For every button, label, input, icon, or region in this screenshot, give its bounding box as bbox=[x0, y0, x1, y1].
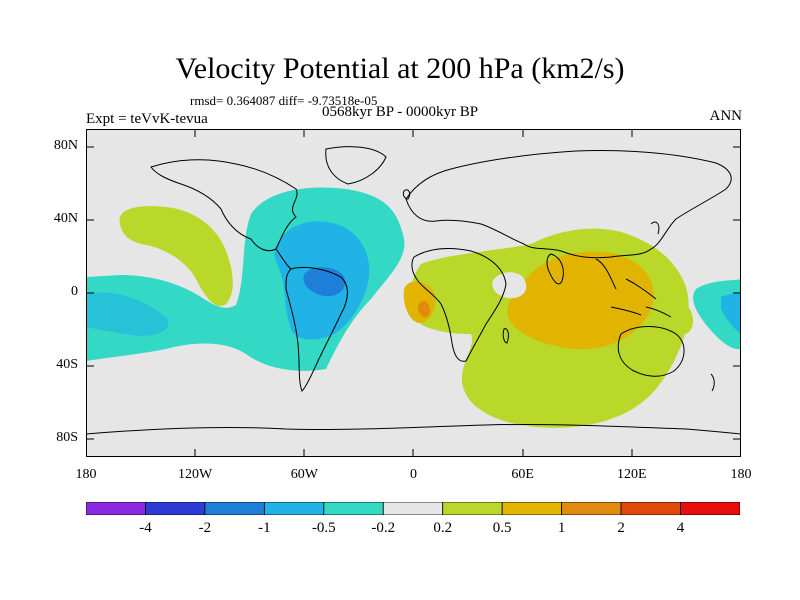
colorbar-swatch bbox=[145, 502, 206, 515]
y-tick-label: 80S bbox=[56, 430, 78, 445]
colorbar-tick-label: -4 bbox=[139, 520, 152, 536]
colorbar-swatch bbox=[561, 502, 622, 515]
colorbar-tick-label: 1 bbox=[557, 520, 566, 536]
contour-neg-0p5-pacific bbox=[86, 292, 169, 336]
colorbar-tick-label: 0.5 bbox=[492, 520, 512, 536]
contour-neg-0p2-arabian-hole bbox=[492, 272, 527, 299]
coast-australia bbox=[617, 326, 685, 377]
contour-pos-0p2-westpacific-tail bbox=[668, 303, 694, 335]
coast-antarctica bbox=[86, 423, 741, 435]
coast-south-america bbox=[285, 266, 348, 392]
colorbar-tick-label: -0.5 bbox=[311, 520, 336, 536]
plot-title: Velocity Potential at 200 hPa (km2/s) bbox=[175, 52, 625, 85]
x-tick-label: 60E bbox=[511, 467, 534, 482]
contour-fills bbox=[86, 187, 741, 428]
colorbar bbox=[86, 502, 740, 515]
x-tick-label: 0 bbox=[410, 467, 417, 482]
colorbar-tick-label: 0.2 bbox=[433, 520, 453, 536]
colorbar-swatch bbox=[263, 502, 325, 515]
colorbar-tick-label: -1 bbox=[258, 520, 271, 536]
coast-new-zealand bbox=[710, 373, 715, 392]
colorbar-swatch bbox=[442, 502, 503, 515]
y-tick-label: 80N bbox=[53, 138, 78, 153]
coast-madagascar bbox=[502, 328, 509, 344]
experiment-label: Expt = teVvK-tevua bbox=[86, 111, 208, 127]
coast-indonesia bbox=[610, 306, 672, 318]
coast-africa bbox=[411, 248, 507, 362]
coastlines bbox=[86, 146, 741, 435]
y-tick-label: 40S bbox=[56, 357, 78, 372]
x-tick-label: 120E bbox=[617, 467, 647, 482]
contour-pos-0p5-indian-ocean bbox=[507, 251, 654, 350]
colorbar-swatch bbox=[382, 502, 444, 515]
map-panel bbox=[86, 129, 741, 457]
coast-india bbox=[546, 253, 564, 285]
stats-label: rmsd= 0.364087 diff= -9.73518e-05 bbox=[190, 93, 378, 108]
colorbar-tick-label: 4 bbox=[676, 520, 685, 536]
colorbar-swatch bbox=[204, 502, 265, 515]
coast-uk bbox=[402, 189, 411, 200]
coast-north-america bbox=[150, 159, 298, 252]
colorbar-swatch bbox=[501, 502, 563, 515]
x-tick-label: 120W bbox=[178, 467, 213, 482]
contour-pos-0p2-northpacific bbox=[119, 206, 233, 307]
colorbar-swatch bbox=[620, 502, 681, 515]
y-tick-label: 40N bbox=[53, 211, 78, 226]
period-label: 0568kyr BP - 0000kyr BP bbox=[322, 104, 479, 120]
tick-marks bbox=[86, 129, 741, 457]
coast-se-asia bbox=[595, 258, 657, 300]
colorbar-tick-label: -0.2 bbox=[371, 520, 396, 536]
x-tick-label: 60W bbox=[290, 467, 318, 482]
colorbar-tick-label: 2 bbox=[617, 520, 625, 536]
colorbar-swatch bbox=[86, 502, 146, 515]
coast-japan bbox=[650, 221, 660, 235]
coast-central-america bbox=[275, 248, 292, 270]
coast-eurasia bbox=[405, 150, 732, 259]
contour-neg-0p5-westpacific bbox=[721, 293, 741, 334]
y-tick-label: 0 bbox=[71, 284, 78, 299]
season-label: ANN bbox=[709, 108, 743, 124]
coast-greenland bbox=[325, 146, 387, 185]
colorbar-tick-label: -2 bbox=[198, 520, 212, 536]
contour-pos-1-gulf-guinea bbox=[417, 301, 431, 317]
colorbar-swatch bbox=[323, 502, 384, 515]
colorbar-swatch bbox=[680, 502, 740, 515]
x-tick-label: 180 bbox=[75, 467, 97, 482]
x-tick-label: 180 bbox=[730, 467, 752, 482]
